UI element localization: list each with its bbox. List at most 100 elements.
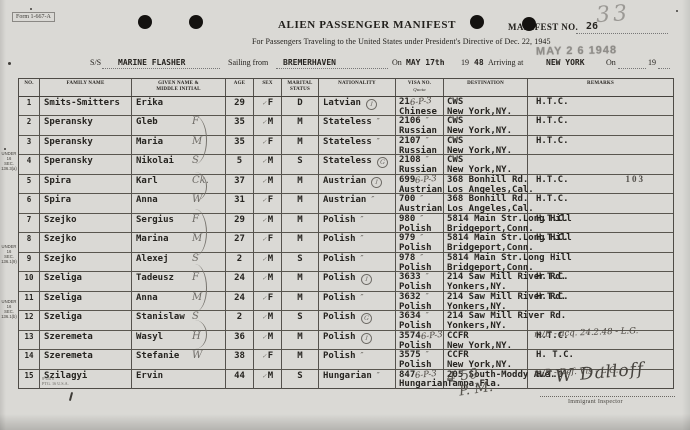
visa-handwriting: ″	[425, 116, 429, 126]
nationality: Stateless	[323, 117, 372, 128]
given-name: Ervin	[136, 370, 164, 381]
ditto-mark: ″	[376, 370, 380, 380]
destination-line2: New York,NY.	[447, 165, 513, 176]
given-name: Maria	[136, 136, 164, 147]
check-mark: ✓	[261, 314, 267, 322]
visa-handwriting: ″	[420, 194, 424, 204]
visa-handwriting: ″	[420, 233, 424, 243]
age: 29	[234, 98, 245, 108]
family-name: Szeliga	[44, 312, 82, 323]
sex: M	[267, 273, 274, 284]
ditto-mark: ″	[360, 253, 364, 263]
destination-line1: 214 Saw Mill River Rd.	[447, 311, 567, 322]
remark: H.T.C.	[536, 233, 569, 244]
handwritten-letter: W	[192, 194, 203, 206]
remark: H.T.C.	[536, 272, 569, 283]
visa-number: 21	[399, 97, 410, 107]
row-number: 11	[24, 292, 34, 302]
scan-edge-right	[682, 0, 690, 430]
on-label: On	[392, 58, 402, 67]
punch-hole-icon	[522, 17, 536, 31]
check-mark: ✓	[261, 216, 267, 224]
age: 5	[236, 156, 243, 167]
quota-nationality: Polish	[399, 282, 432, 293]
age: 44	[234, 370, 245, 381]
table-row: 12 Szeliga Stanislaw S 2 ✓M S Polish G 3634 ″ Polis…	[19, 311, 673, 331]
check-mark: ✓	[261, 119, 267, 127]
quota-nationality: Russian	[399, 145, 437, 156]
circled-annotation: 1	[370, 176, 384, 189]
age: 37	[234, 175, 245, 186]
given-name: Gleb	[136, 117, 158, 128]
destination-line2: Tampa,Fla.	[447, 379, 502, 390]
marital-status: M	[297, 331, 303, 342]
destination-line1: CWS	[447, 155, 464, 166]
under-16-margin-note: UNDER 16 SEC. 136.1(9)	[1, 243, 17, 264]
nationality: Polish	[323, 331, 356, 342]
manifest-no-value: 26	[586, 21, 599, 32]
visa-number: 978	[399, 252, 416, 263]
handwritten-letter: S	[192, 252, 199, 264]
destination-line2: Los Angeles,Cal.	[447, 184, 534, 195]
ditto-mark: ″	[360, 214, 364, 224]
destination-line1: 5814 Main Str.Long Hill	[447, 252, 572, 263]
table-row: 7 Szejko Sergius F 29 ✓M M Polish ″ 980 ″ Polish 581…	[19, 213, 673, 234]
table-row: 13 Szeremeta Wasyl H 36 ✓M M Polish 1 35746-P-3 Po…	[19, 326, 673, 351]
marital-status: M	[297, 195, 303, 206]
column-header: AGE	[226, 79, 254, 96]
circled-annotation: 1	[359, 331, 373, 345]
quota-nationality: Chinese	[399, 106, 437, 117]
quota-nationality: Polish	[399, 262, 432, 273]
check-mark: ✓	[261, 294, 267, 302]
visa-number: 3633	[399, 272, 421, 283]
destination-line1: CWS	[447, 135, 464, 146]
age: 35	[234, 136, 245, 147]
page-subtitle: For Passengers Traveling to the United S…	[252, 37, 551, 46]
family-name: Szeremeta	[44, 351, 93, 362]
check-mark: ✓	[261, 100, 267, 107]
quota-nationality: Polish	[399, 340, 432, 351]
speck	[4, 148, 6, 150]
handwritten-family-brace	[193, 116, 207, 164]
print-code: 8-4416 PTG. 16 U.S.A.	[42, 376, 69, 386]
sex: M	[267, 117, 274, 128]
scan-edge-left	[0, 0, 6, 430]
visa-number: 979	[399, 233, 416, 244]
manifest-no-underline	[576, 33, 668, 34]
handwritten-letter: H	[192, 330, 201, 342]
remark: H.T.C.	[536, 213, 569, 224]
visa-handwriting: ″	[425, 272, 429, 282]
on2-label: On	[606, 58, 616, 67]
family-name: Szeliga	[44, 292, 82, 303]
column-header: REMARKS	[587, 81, 614, 86]
family-name: Szejko	[44, 214, 77, 225]
row-number: 4	[26, 156, 32, 166]
row-number: 7	[26, 214, 32, 224]
destination-line1: 5814 Main Str.Long Hill	[447, 233, 572, 244]
arrival-port: NEW YORK	[546, 58, 585, 67]
check-mark: ✓	[261, 255, 267, 263]
family-name: Szilagyi	[44, 370, 88, 381]
nationality: Hungarian	[323, 370, 372, 381]
punch-hole-icon	[470, 15, 484, 29]
age: 35	[234, 117, 245, 128]
remark: H.T.O.	[536, 369, 569, 380]
nationality: Stateless	[323, 136, 372, 147]
age: 36	[234, 331, 245, 342]
row-number: 9	[26, 253, 32, 263]
age: 24	[234, 292, 245, 303]
nationality: Polish	[323, 214, 356, 225]
age: 2	[236, 253, 243, 264]
quota-nationality: Austrian	[399, 184, 443, 195]
family-name: Szejko	[44, 234, 77, 245]
check-mark: ✓	[261, 177, 267, 185]
nationality: Latvian	[323, 98, 361, 108]
punch-hole-icon	[138, 15, 152, 29]
destination-line2: New York,NY.	[447, 360, 513, 370]
column-header: DESTINATION	[444, 79, 528, 96]
table-row: 8 Szejko Marina M 27 ✓F M Polish ″ 979 ″ Polish 5814…	[19, 233, 673, 254]
row-number: 1	[26, 98, 32, 107]
visa-number: 3574	[399, 330, 421, 341]
visa-number: 699	[399, 174, 416, 185]
table-row: 2 Speransky Gleb F 35 ✓M M Stateless ″ 2106 ″ Russi…	[19, 116, 673, 137]
